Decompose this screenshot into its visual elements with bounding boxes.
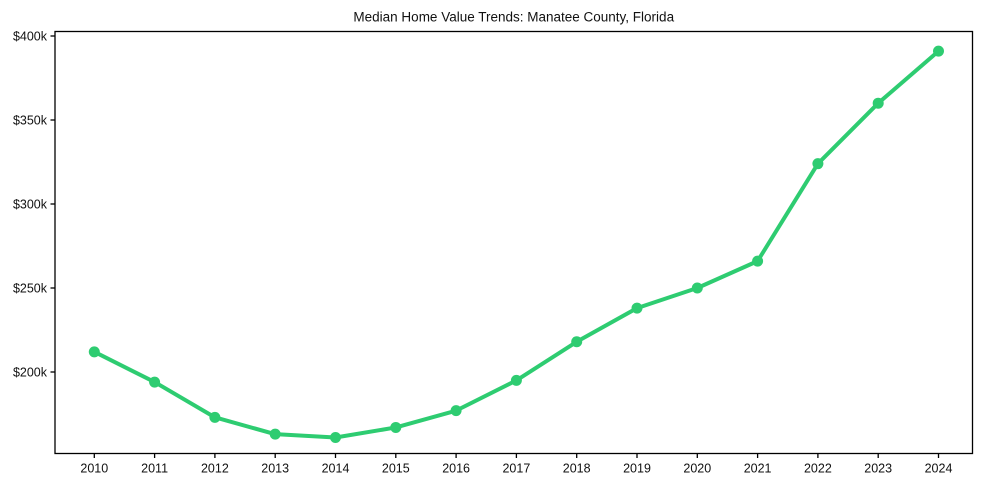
data-point-marker bbox=[691, 282, 703, 294]
data-point-marker bbox=[149, 376, 161, 388]
data-point-marker bbox=[872, 97, 884, 109]
data-point-marker bbox=[390, 421, 402, 433]
data-point-marker bbox=[933, 45, 944, 57]
x-axis-tick-label: 2016 bbox=[442, 462, 470, 476]
y-axis-tick-label: $350k bbox=[13, 114, 48, 128]
data-point-marker bbox=[209, 411, 221, 423]
data-point-marker bbox=[812, 158, 824, 170]
x-axis-tick-label: 2018 bbox=[563, 462, 591, 476]
x-axis-tick-label: 2017 bbox=[502, 462, 530, 476]
x-axis-tick-label: 2010 bbox=[80, 462, 108, 476]
data-point-marker bbox=[571, 336, 583, 348]
data-point-marker bbox=[330, 432, 341, 444]
data-point-marker bbox=[752, 255, 764, 267]
x-axis-tick-label: 2015 bbox=[382, 462, 410, 476]
data-point-marker bbox=[269, 428, 281, 440]
y-axis-tick-label: $250k bbox=[13, 282, 48, 296]
x-axis-tick-label: 2011 bbox=[141, 462, 168, 476]
x-axis-tick-label: 2022 bbox=[804, 462, 832, 476]
chart-title: Median Home Value Trends: Manatee County… bbox=[353, 10, 674, 25]
x-axis-tick-label: 2012 bbox=[201, 462, 229, 476]
data-point-marker bbox=[450, 405, 462, 417]
x-axis-tick-label: 2020 bbox=[683, 462, 711, 476]
y-axis-tick-label: $400k bbox=[13, 30, 48, 44]
y-axis-tick-label: $200k bbox=[13, 366, 48, 380]
data-point-marker bbox=[631, 302, 643, 314]
x-axis-tick-label: 2023 bbox=[864, 462, 892, 476]
plot-border bbox=[54, 30, 974, 455]
x-axis-tick-label: 2014 bbox=[322, 462, 350, 476]
x-axis-tick-label: 2019 bbox=[623, 462, 651, 476]
x-axis-tick-label: 2021 bbox=[744, 462, 772, 476]
x-axis-tick-label: 2013 bbox=[261, 462, 289, 476]
data-point-marker bbox=[88, 346, 100, 358]
y-axis-tick-label: $300k bbox=[13, 198, 48, 212]
data-point-marker bbox=[510, 374, 522, 386]
x-axis-tick-label: 2024 bbox=[925, 462, 953, 476]
